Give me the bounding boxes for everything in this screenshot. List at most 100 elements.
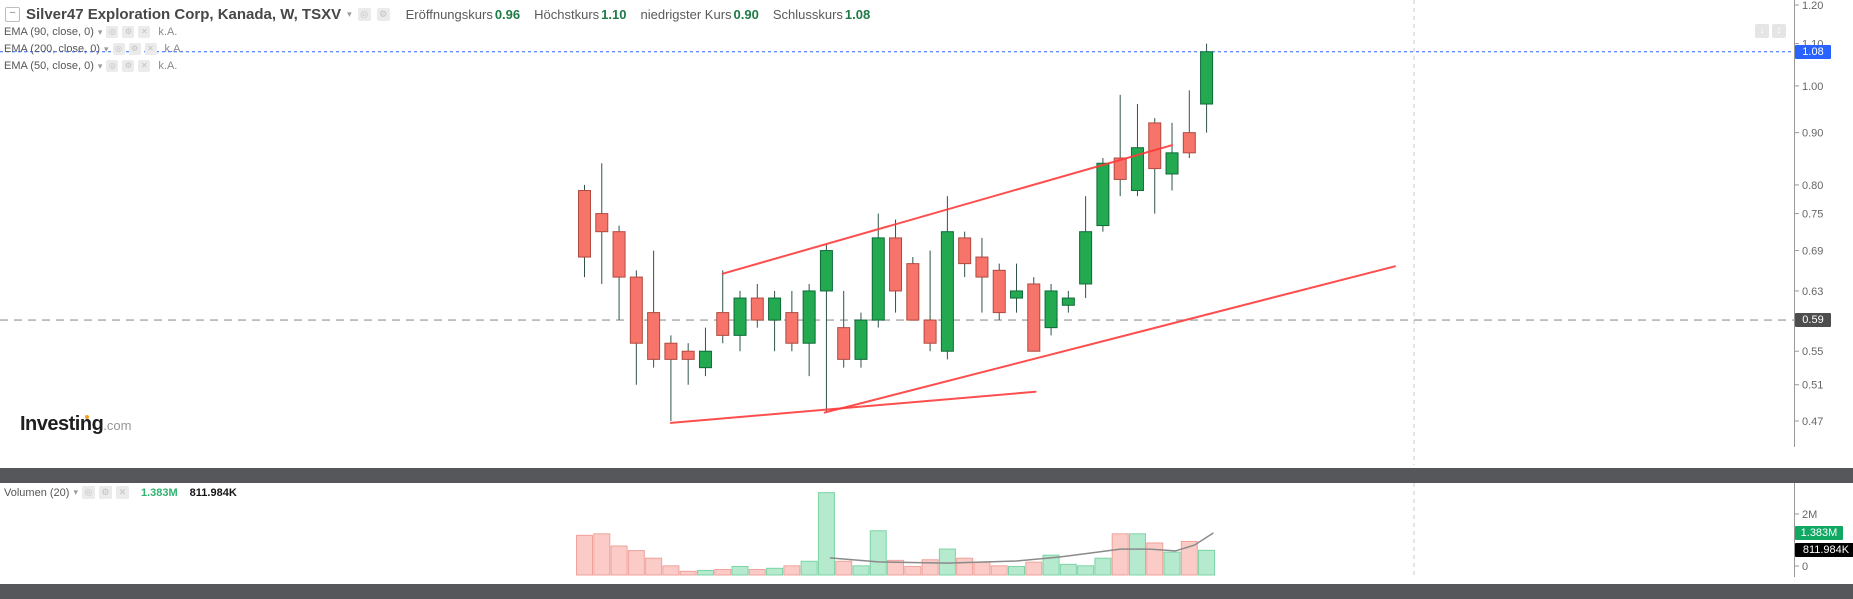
candle-body	[1010, 290, 1023, 299]
volume-bar	[835, 560, 853, 576]
volume-bar	[731, 565, 749, 576]
candle-body	[1130, 147, 1144, 192]
current-price-badge: 1.08	[1795, 44, 1831, 59]
volume-bar	[869, 530, 887, 576]
collapse-icon[interactable]: −	[5, 7, 20, 22]
chevron-down-icon[interactable]: ▾	[97, 26, 103, 37]
ohlc-readout: Eröffnungskurs 0.96 Höchstkurs 1.10 niedri…	[406, 7, 871, 22]
close-icon[interactable]: ✕	[115, 486, 129, 499]
volume-bar	[887, 559, 905, 576]
volume-bar	[904, 565, 922, 576]
eye-icon[interactable]: ◎	[112, 43, 125, 55]
volume-bar	[1163, 551, 1181, 576]
candle-body	[595, 213, 609, 233]
candle-body	[1096, 162, 1110, 227]
scroll-down-button[interactable]: ↓	[1755, 24, 1769, 38]
indicator-row-ema90: EMA (90, close, 0) ▾ ◎ ⚙ ✕ k.A.	[4, 26, 177, 38]
investing-watermark: Investing .com	[20, 413, 131, 436]
time-axis-bar	[0, 584, 1853, 599]
price-axis-label: 0.75	[1802, 209, 1823, 221]
candle-body	[750, 297, 764, 321]
volume-bar	[610, 545, 628, 576]
volume-bar	[1025, 561, 1043, 576]
trendline[interactable]	[721, 144, 1174, 275]
chevron-down-icon[interactable]: ▾	[73, 487, 78, 497]
trendline[interactable]	[669, 390, 1037, 424]
close-icon[interactable]: ✕	[144, 43, 157, 55]
volume-ma-line	[829, 532, 1214, 564]
gear-icon[interactable]: ⚙	[376, 8, 390, 21]
candle-body	[940, 231, 954, 352]
price-axis-label: 0.90	[1802, 128, 1823, 140]
volume-bar	[662, 565, 680, 576]
eye-icon[interactable]: ◎	[106, 60, 119, 72]
volume-axis-label: 2M	[1802, 509, 1817, 521]
eye-icon[interactable]: ◎	[106, 26, 119, 38]
gear-icon[interactable]: ⚙	[98, 486, 112, 499]
candle-body	[992, 269, 1006, 314]
candle-body	[733, 297, 747, 336]
price-axis-label: 0.69	[1802, 246, 1823, 258]
indicator-name: EMA (200, close, 0)	[4, 43, 100, 55]
eye-icon[interactable]: ◎	[81, 486, 95, 499]
volume-bar	[956, 557, 974, 576]
candle-body	[906, 263, 920, 321]
volume-bar	[973, 561, 991, 576]
candle-body	[629, 276, 643, 344]
chevron-down-icon[interactable]: ▾	[104, 43, 109, 54]
trendline[interactable]	[823, 265, 1396, 414]
volume-bar	[1198, 549, 1216, 576]
volume-bar	[748, 569, 766, 576]
pane-separator[interactable]	[0, 468, 1853, 483]
chevron-down-icon[interactable]: ▾	[97, 60, 103, 71]
candle-body	[871, 237, 885, 321]
volume-bar	[1111, 533, 1129, 576]
volume-bar	[1094, 557, 1112, 576]
chevron-down-icon[interactable]: ▾	[347, 9, 352, 19]
chart-header: − Silver47 Exploration Corp, Kanada, W, …	[5, 6, 870, 23]
volume-bar	[852, 565, 870, 576]
gear-icon[interactable]: ⚙	[128, 43, 141, 55]
volume-bar	[1059, 563, 1077, 576]
candle-body	[1027, 283, 1041, 352]
indicator-value: k.A.	[164, 43, 184, 55]
candle-body	[647, 312, 661, 360]
volume-ma-value: 1.383M	[140, 486, 178, 499]
volume-bar	[696, 569, 714, 576]
volume-bar	[783, 565, 801, 576]
candle-body	[612, 231, 626, 278]
gear-icon[interactable]: ⚙	[122, 60, 135, 72]
candle-body	[837, 327, 851, 360]
volume-bar	[766, 567, 784, 576]
volume-bar	[714, 569, 732, 576]
indicator-name: EMA (90, close, 0)	[4, 26, 94, 38]
volume-bar	[679, 570, 697, 576]
candle-body	[975, 256, 989, 278]
candle-body	[664, 342, 678, 360]
volume-ma-badge: 1.383M	[1795, 525, 1843, 540]
volume-bar	[1146, 542, 1164, 576]
price-axis-label: 1.00	[1802, 81, 1823, 93]
candle-body	[681, 350, 695, 360]
candle-body	[889, 237, 903, 292]
price-axis-label: 0.63	[1802, 286, 1823, 298]
auto-scale-button[interactable]: ↕	[1772, 24, 1786, 38]
volume-legend: Volumen (20) ▾ ◎ ⚙ ✕ 1.383M 811.984K	[4, 486, 237, 499]
indicator-row-ema50: EMA (50, close, 0) ▾ ◎ ⚙ ✕ k.A.	[4, 60, 177, 72]
gear-icon[interactable]: ⚙	[122, 26, 135, 38]
candle-body	[578, 190, 591, 258]
candle-body	[1044, 290, 1058, 329]
brand-logo: Investing	[20, 413, 104, 435]
indicator-row-ema200: EMA (200, close, 0) ▾ ◎ ⚙ ✕ k.A.	[4, 43, 183, 55]
eye-icon[interactable]: ◎	[357, 8, 371, 21]
brand-dot-icon	[85, 415, 89, 419]
high-label: Höchstkurs	[534, 7, 600, 22]
candle-body	[768, 297, 782, 321]
close-icon[interactable]: ✕	[138, 60, 151, 72]
volume-bar	[645, 557, 663, 576]
price-axis-label: 0.47	[1802, 416, 1823, 428]
volume-bar	[576, 534, 593, 576]
close-icon[interactable]: ✕	[138, 26, 151, 38]
price-axis-buttons: ↓ ↕	[1755, 24, 1786, 38]
